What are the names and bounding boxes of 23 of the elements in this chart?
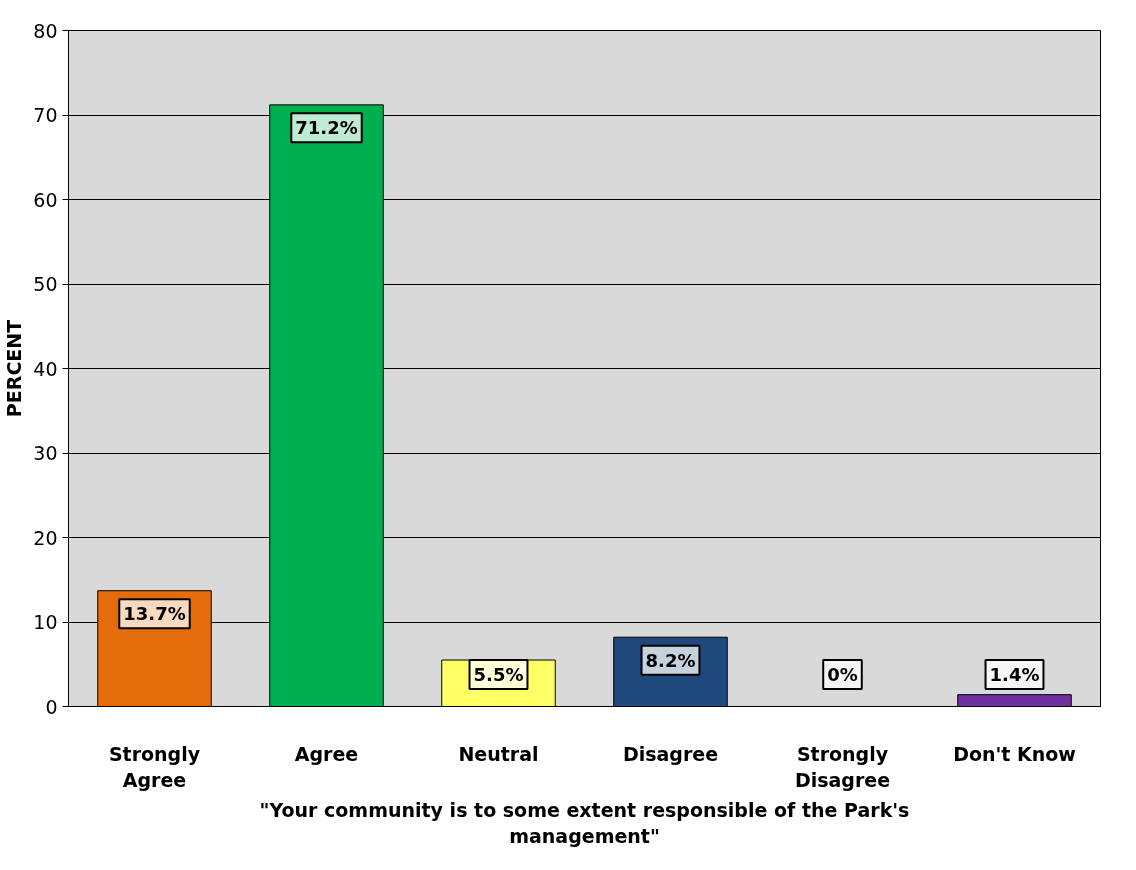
y-tick-label: 20 bbox=[33, 526, 58, 549]
y-tick-label: 40 bbox=[33, 357, 58, 380]
data-label: 0% bbox=[827, 664, 858, 686]
y-tick-label: 30 bbox=[33, 442, 58, 464]
x-tick-label: Disagree bbox=[622, 742, 719, 765]
y-axis-title: PERCENT bbox=[3, 319, 26, 418]
y-tick-label: 60 bbox=[33, 188, 58, 211]
x-axis-title: "Your community is to some extent responsible of the Park's management" bbox=[259, 798, 910, 848]
x-tick-label: Strongly Agree bbox=[108, 742, 201, 791]
data-label: 13.7% bbox=[123, 603, 186, 625]
y-tick-label: 10 bbox=[33, 611, 58, 633]
data-label: 71.2% bbox=[295, 117, 358, 139]
y-tick-label: 70 bbox=[33, 104, 58, 126]
data-label: 1.4% bbox=[989, 664, 1040, 686]
y-tick-label: 80 bbox=[33, 19, 58, 42]
x-tick-label: Don't Know bbox=[953, 742, 1076, 765]
data-label: 8.2% bbox=[645, 649, 696, 671]
y-tick-label: 50 bbox=[33, 273, 58, 295]
x-tick-label: Agree bbox=[294, 742, 359, 765]
x-tick-label: Neutral bbox=[458, 742, 539, 765]
y-tick-label: 0 bbox=[45, 695, 58, 718]
x-tick-label: Strongly Disagree bbox=[794, 742, 891, 791]
data-label: 5.5% bbox=[473, 664, 524, 686]
